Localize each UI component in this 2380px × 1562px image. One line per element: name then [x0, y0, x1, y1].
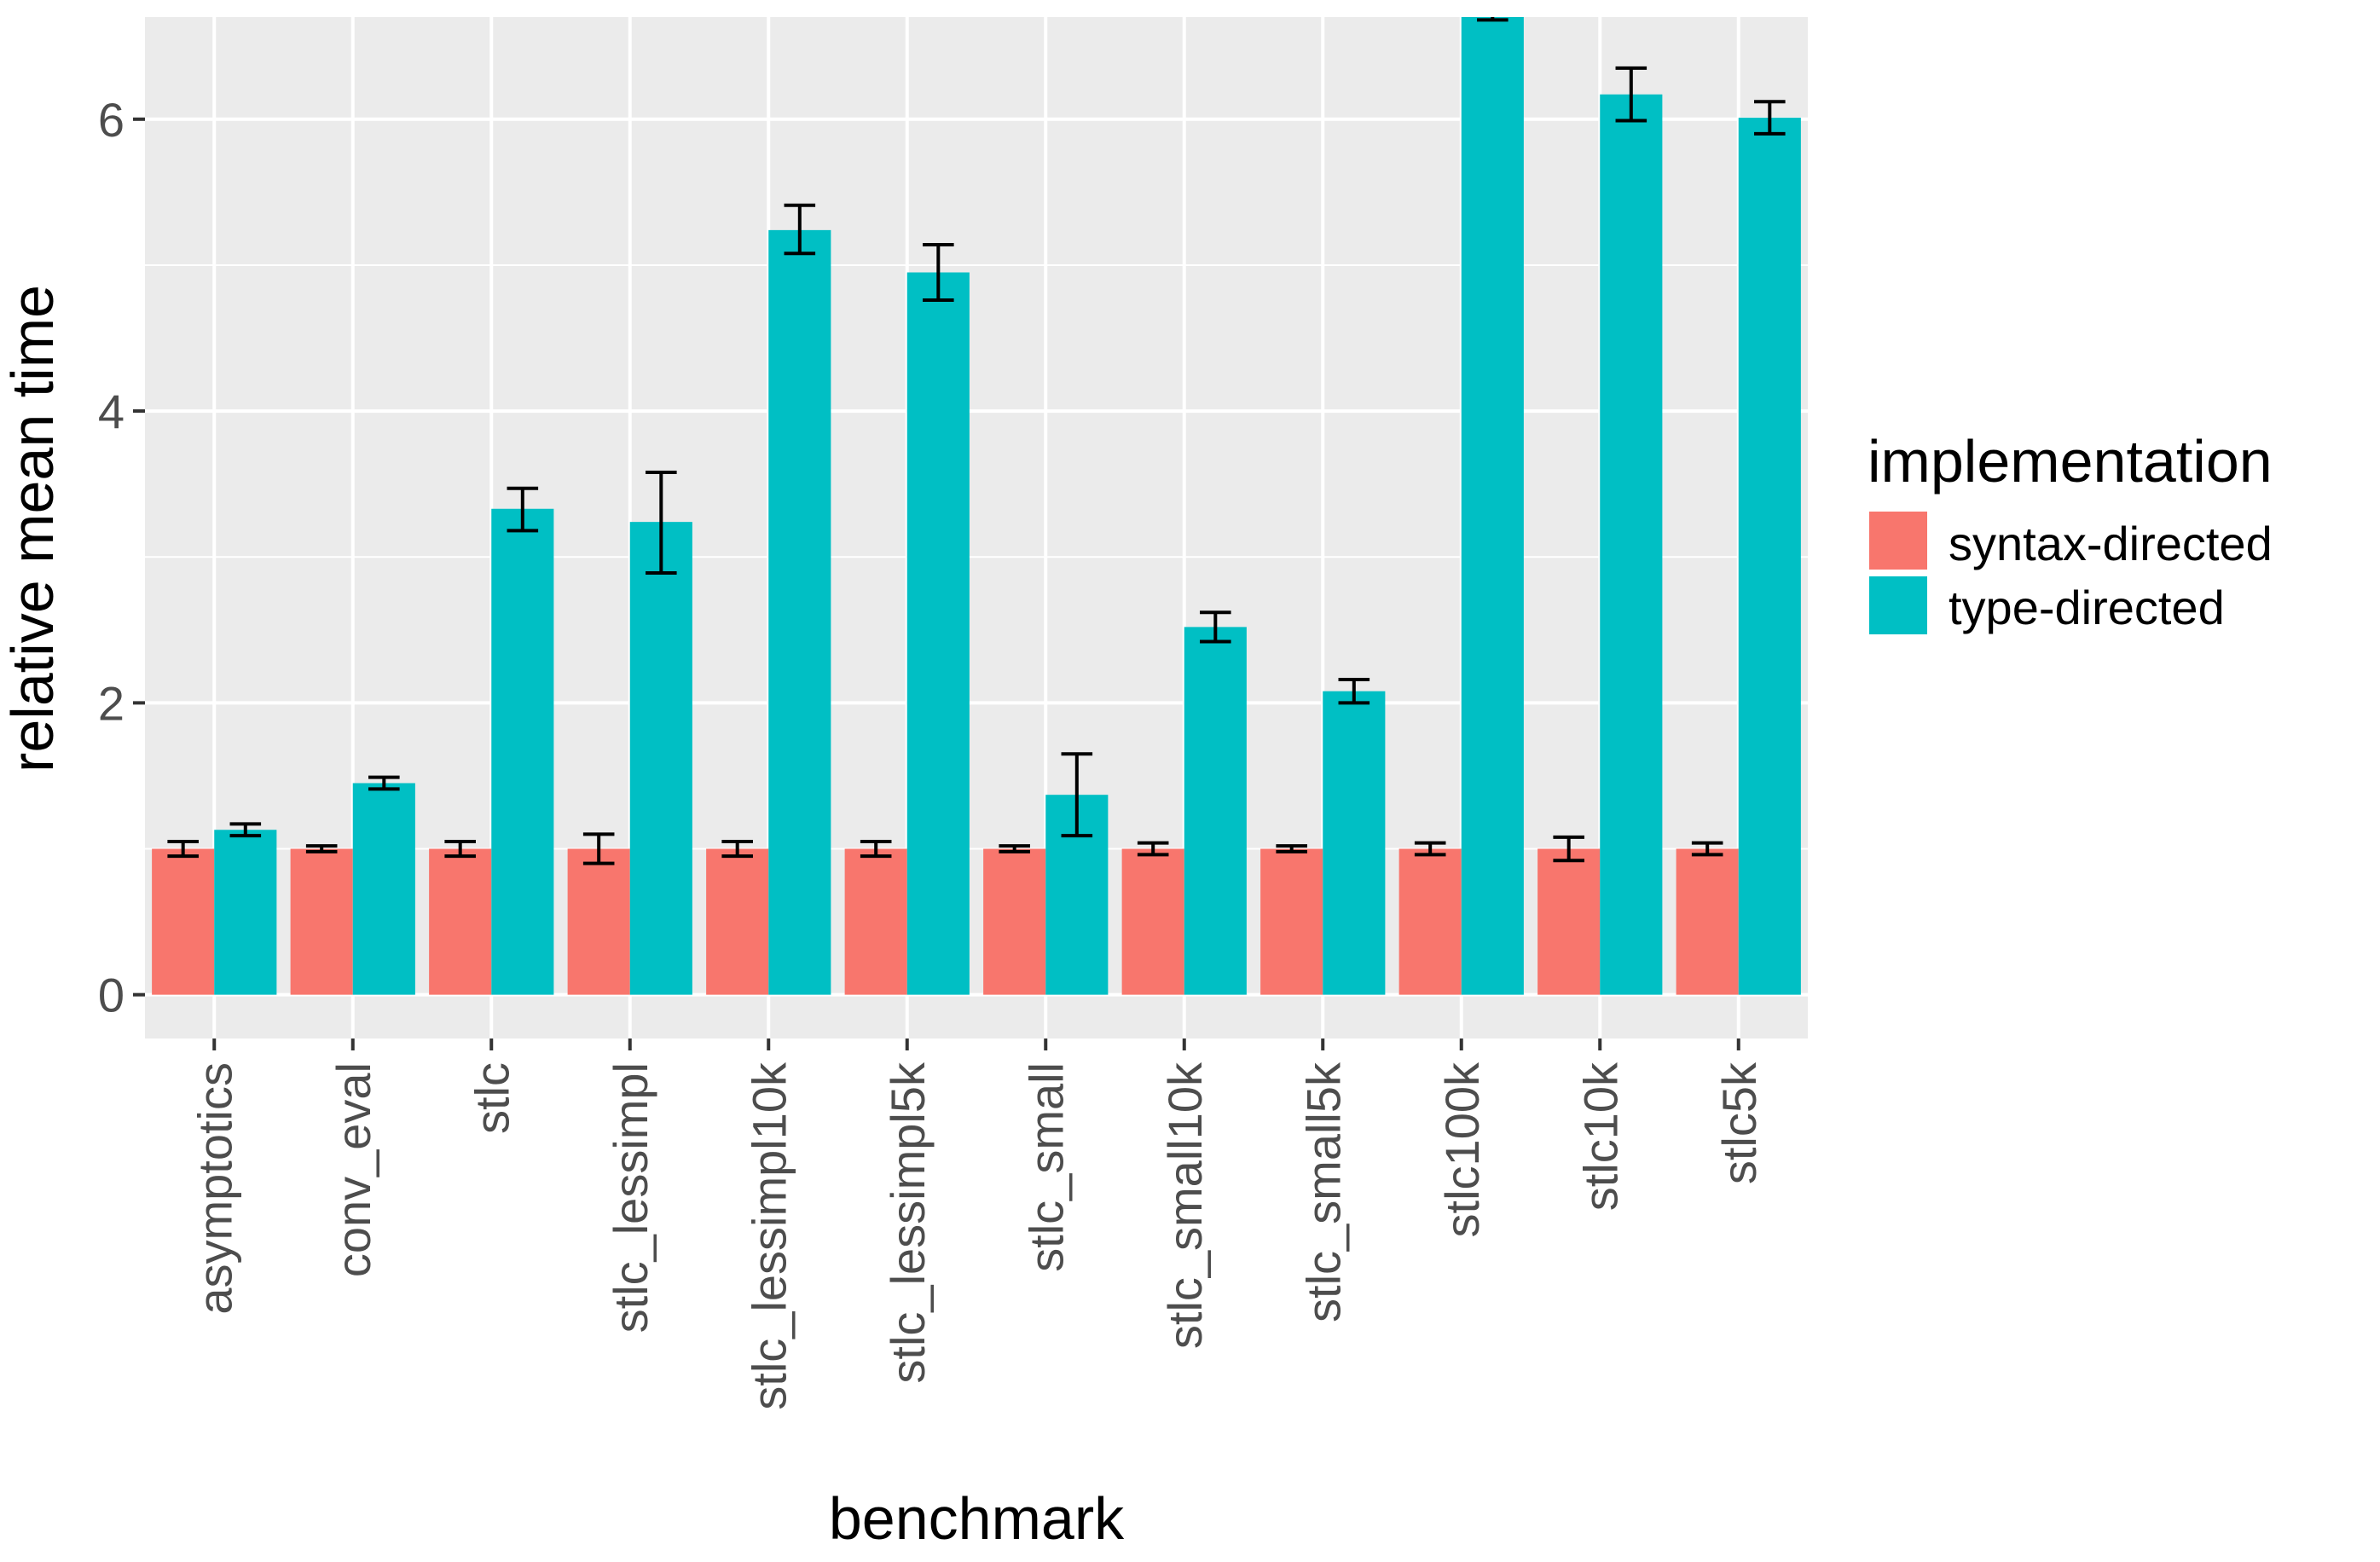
y-tick-label: 2 — [98, 676, 125, 730]
x-axis: asymptotics conv_eval stlc stlc_lessimpl stl… — [188, 1038, 1766, 1410]
x-tick-label-stlc-lessimpl: stlc_lessimpl — [604, 1062, 657, 1333]
error-bar-syntax-directed-stlc — [444, 839, 476, 859]
error-bar-syntax-directed-stlc-lessimpl5k — [860, 839, 892, 859]
bar-syntax-directed-stlc-small5k — [1260, 848, 1323, 995]
bar-type-directed-asymptotics — [214, 830, 277, 995]
error-bar-type-directed-stlc-small — [1061, 752, 1093, 838]
error-bar-type-directed-stlc-lessimpl5k — [923, 242, 954, 303]
error-bar-type-directed-stlc-small10k — [1200, 610, 1231, 644]
bar-syntax-directed-stlc-small — [983, 848, 1046, 995]
y-tick-label: 6 — [98, 93, 125, 147]
x-tick-label-stlc100k: stlc100k — [1435, 1062, 1489, 1237]
error-bar-syntax-directed-stlc-small5k — [1276, 844, 1307, 853]
x-tick-label-asymptotics: asymptotics — [188, 1062, 241, 1315]
error-bar-syntax-directed-stlc-small10k — [1137, 841, 1169, 857]
error-bar-type-directed-stlc-lessimpl10k — [784, 203, 816, 256]
error-bar-type-directed-stlc — [507, 486, 539, 533]
error-bar-type-directed-asymptotics — [229, 822, 262, 838]
y-axis-title: relative mean time — [0, 285, 66, 772]
error-bar-syntax-directed-stlc-lessimpl — [582, 832, 615, 865]
x-tick-label-stlc-small: stlc_small — [1019, 1062, 1073, 1272]
bar-syntax-directed-conv-eval — [290, 848, 353, 995]
legend-key-syntax-directed — [1869, 512, 1927, 570]
plot-panel — [145, 17, 1808, 1038]
x-tick-label-conv-eval: conv_eval — [327, 1062, 380, 1277]
x-tick-label-stlc10k: stlc10k — [1573, 1062, 1627, 1211]
bar-type-directed-stlc — [491, 508, 554, 995]
error-bar-type-directed-stlc5k — [1754, 100, 1786, 136]
x-tick-label-stlc: stlc — [465, 1062, 518, 1134]
bar-syntax-directed-stlc100k — [1398, 848, 1462, 995]
bar-type-directed-stlc-lessimpl — [629, 522, 692, 995]
bar-type-directed-stlc5k — [1738, 118, 1801, 995]
error-bar-syntax-directed-stlc-small — [999, 844, 1030, 853]
legend-title: implementation — [1868, 428, 2273, 495]
x-tick-label-stlc-small5k: stlc_small5k — [1296, 1062, 1350, 1322]
bars — [152, 17, 1801, 995]
error-bar-syntax-directed-stlc-lessimpl10k — [721, 839, 753, 859]
bar-syntax-directed-asymptotics — [152, 848, 215, 995]
bar-syntax-directed-stlc-small10k — [1121, 848, 1184, 995]
bar-type-directed-stlc100k — [1461, 17, 1524, 995]
bar-type-directed-stlc-lessimpl5k — [906, 272, 970, 995]
bar-type-directed-stlc-small5k — [1323, 691, 1386, 995]
error-bar-type-directed-conv-eval — [368, 775, 400, 791]
legend-label-syntax-directed: syntax-directed — [1949, 517, 2273, 570]
error-bar-syntax-directed-conv-eval — [305, 844, 338, 853]
x-axis-title: benchmark — [829, 1485, 1125, 1552]
error-bar-syntax-directed-stlc5k — [1691, 841, 1723, 857]
bar-type-directed-conv-eval — [352, 783, 415, 995]
bar-syntax-directed-stlc — [429, 848, 492, 995]
x-tick-label-stlc-small10k: stlc_small10k — [1158, 1062, 1212, 1349]
error-bar-type-directed-stlc10k — [1615, 66, 1647, 123]
error-bar-syntax-directed-stlc100k — [1414, 841, 1446, 857]
x-tick-label-stlc-lessimpl10k: stlc_lessimpl10k — [742, 1062, 796, 1410]
y-tick-label: 0 — [98, 969, 125, 1022]
x-tick-label-stlc5k: stlc5k — [1712, 1062, 1766, 1184]
bar-syntax-directed-stlc5k — [1676, 848, 1739, 995]
error-bar-type-directed-stlc-lessimpl — [646, 470, 677, 576]
legend-key-type-directed — [1869, 576, 1927, 634]
bar-type-directed-stlc-lessimpl10k — [768, 229, 831, 995]
error-bar-type-directed-stlc-small5k — [1338, 677, 1370, 705]
legend-label-type-directed: type-directed — [1949, 581, 2225, 634]
error-bar-syntax-directed-stlc10k — [1553, 835, 1584, 863]
error-bars — [167, 17, 1786, 865]
bar-type-directed-stlc-small10k — [1184, 627, 1247, 995]
y-tick-label: 4 — [98, 385, 125, 438]
bar-syntax-directed-stlc10k — [1537, 848, 1601, 995]
bar-syntax-directed-stlc-lessimpl — [567, 848, 630, 995]
bar-type-directed-stlc10k — [1600, 94, 1663, 995]
y-axis: 0 2 4 6 — [98, 93, 145, 1022]
bar-syntax-directed-stlc-lessimpl10k — [706, 848, 769, 995]
error-bar-syntax-directed-asymptotics — [167, 839, 199, 859]
error-bar-type-directed-stlc100k — [1477, 17, 1508, 22]
bar-syntax-directed-stlc-lessimpl5k — [844, 848, 907, 995]
x-tick-label-stlc-lessimpl5k: stlc_lessimpl5k — [881, 1062, 935, 1384]
legend: implementation syntax-directed type-dire… — [1868, 428, 2273, 634]
